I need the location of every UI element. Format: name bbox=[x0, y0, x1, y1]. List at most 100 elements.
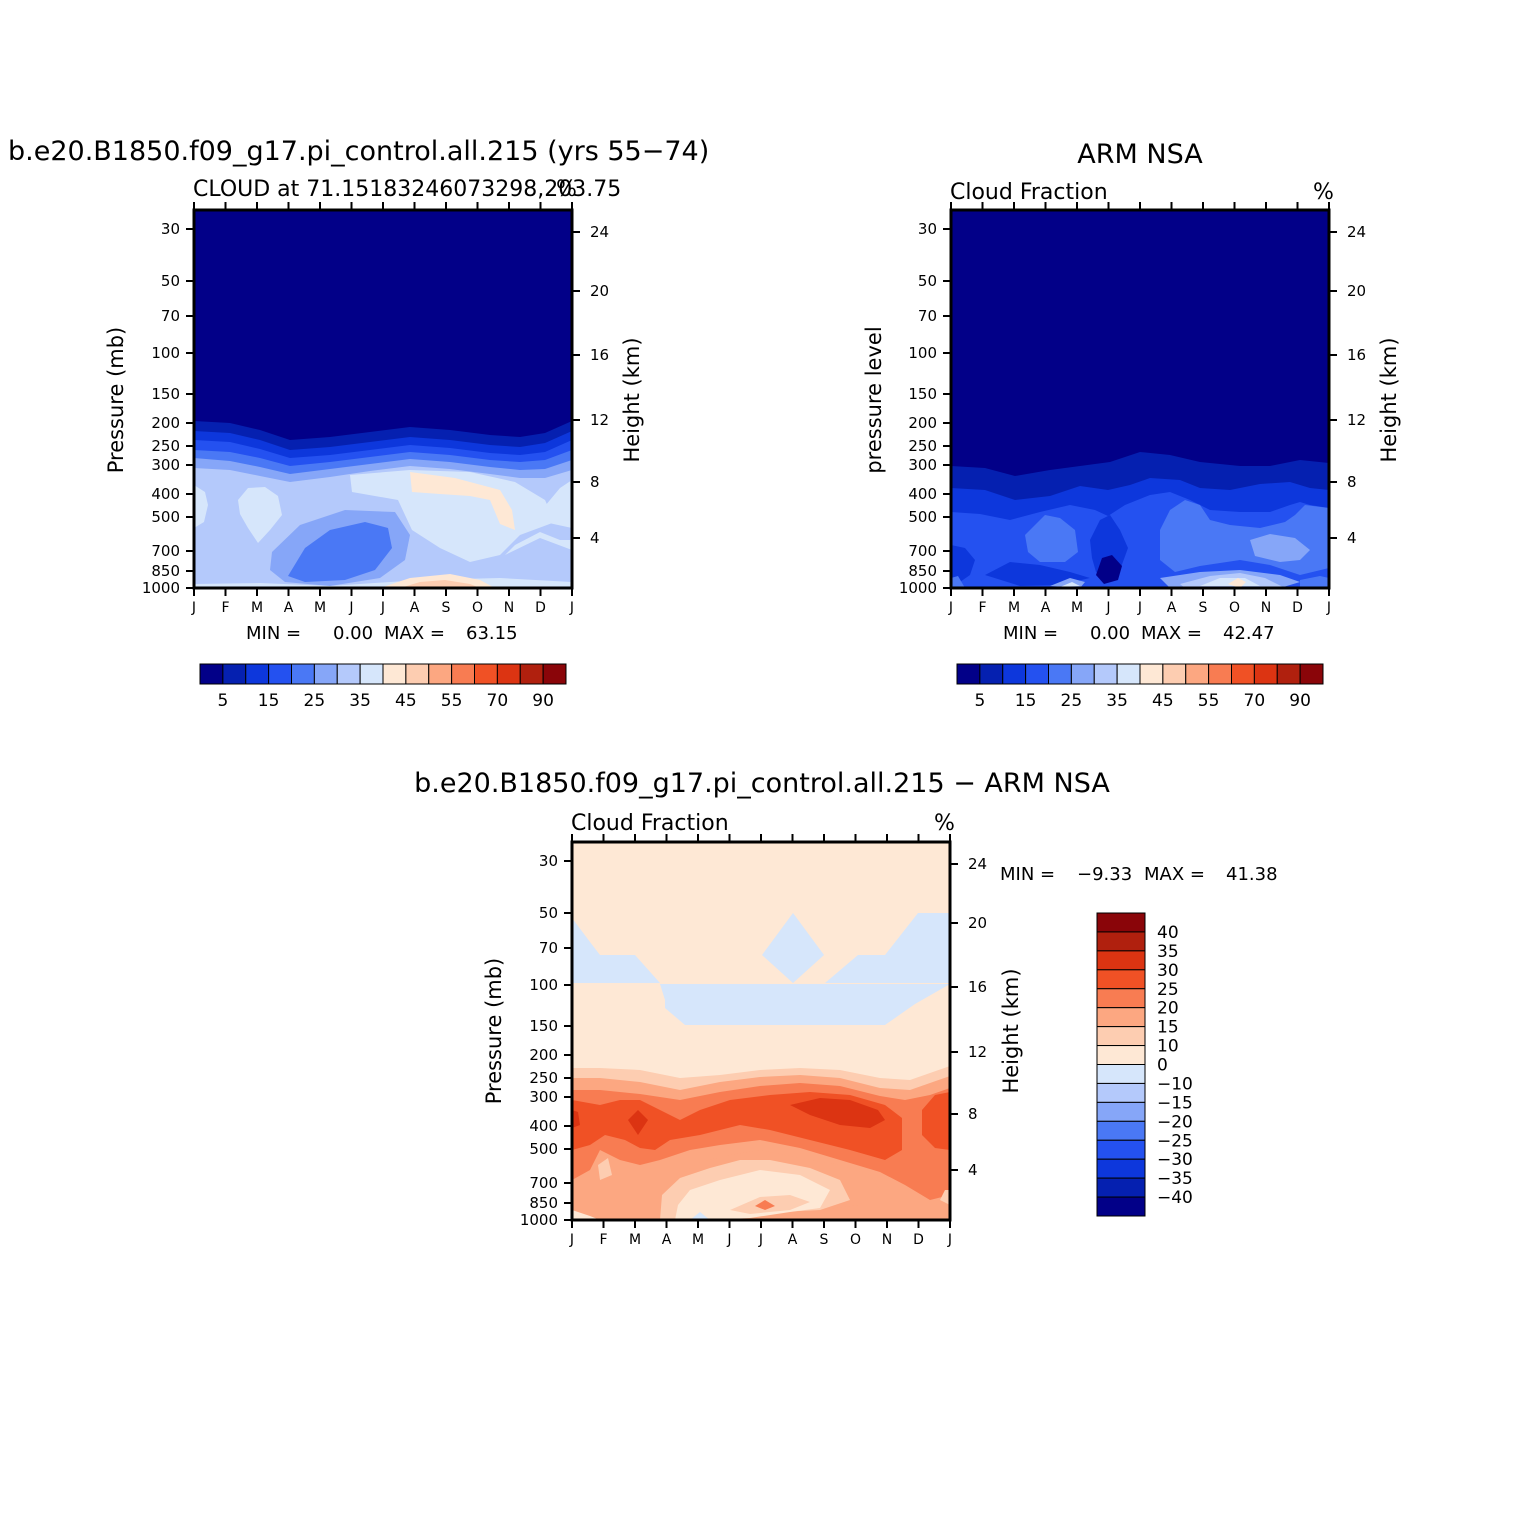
colorbar-box bbox=[1096, 1082, 1146, 1103]
colorbar-label: −25 bbox=[1157, 1131, 1193, 1151]
x-tick-label: J bbox=[380, 600, 385, 616]
x-tick-label: D bbox=[1292, 600, 1303, 616]
x-tick-label: M bbox=[1008, 600, 1020, 616]
y-tick-label: 300 bbox=[908, 456, 937, 474]
panel1-title: b.e20.B1850.f09_g17.pi_control.all.215 (… bbox=[8, 136, 709, 167]
y-tick-label: 70 bbox=[161, 307, 180, 325]
y-tick-label: 400 bbox=[529, 1117, 558, 1135]
panel3-title: b.e20.B1850.f09_g17.pi_control.all.215 −… bbox=[414, 768, 1110, 799]
panel1-contour-field bbox=[194, 210, 572, 588]
colorbar-box bbox=[1096, 1101, 1146, 1122]
colorbar-box bbox=[382, 663, 407, 685]
x-tick-label: S bbox=[1199, 600, 1208, 616]
panel2-max-label: MAX = bbox=[1141, 623, 1202, 644]
y-tick-label: 1000 bbox=[520, 1211, 558, 1229]
y-tick-label: 100 bbox=[151, 344, 180, 362]
colorbar-box bbox=[428, 663, 453, 685]
colorbar-box bbox=[222, 663, 247, 685]
colorbar-box bbox=[268, 663, 292, 685]
x-tick-label: J bbox=[1137, 600, 1142, 616]
colorbar-label: 35 bbox=[349, 691, 371, 711]
y-tick-label: 30 bbox=[161, 220, 180, 238]
colorbar-box bbox=[1096, 1196, 1146, 1217]
x-tick-label: D bbox=[913, 1232, 924, 1248]
y-tick-label: 150 bbox=[529, 1017, 558, 1035]
x-tick-label: A bbox=[1041, 600, 1051, 616]
panel2-min-label: MIN = bbox=[1003, 623, 1058, 644]
x-tick-label: S bbox=[820, 1232, 829, 1248]
y-tick-label: 850 bbox=[908, 562, 937, 580]
colorbar-box bbox=[405, 663, 430, 685]
height-tick-label: 12 bbox=[968, 1043, 987, 1061]
x-tick-label: F bbox=[221, 600, 229, 616]
colorbar-label: 15 bbox=[258, 691, 280, 711]
panel1-colorbar: 5 15 25 35 45 55 70 90 bbox=[199, 663, 567, 711]
height-tick-label: 20 bbox=[1347, 282, 1366, 300]
height-tick-label: 12 bbox=[1347, 411, 1366, 429]
panel2-ylabel-left: pressure level bbox=[862, 326, 886, 473]
colorbar-box bbox=[1276, 663, 1301, 685]
colorbar-box bbox=[1096, 988, 1146, 1009]
x-tick-label: J bbox=[348, 600, 353, 616]
height-tick-label: 12 bbox=[590, 411, 609, 429]
colorbar-label: −40 bbox=[1157, 1188, 1193, 1208]
colorbar-label: −15 bbox=[1157, 1093, 1193, 1113]
panel2-max-value: 42.47 bbox=[1223, 623, 1275, 644]
colorbar-box bbox=[1185, 663, 1210, 685]
colorbar-box bbox=[519, 663, 544, 685]
x-tick-label: J bbox=[569, 600, 574, 616]
x-tick-label: A bbox=[284, 600, 294, 616]
colorbar-label: 30 bbox=[1157, 961, 1179, 981]
x-tick-label: A bbox=[788, 1232, 798, 1248]
colorbar-label: 20 bbox=[1157, 999, 1179, 1019]
panel1-max-label: MAX = bbox=[384, 623, 445, 644]
colorbar-label: 15 bbox=[1015, 691, 1037, 711]
panel3-subtitle: Cloud Fraction bbox=[571, 811, 729, 836]
y-tick-label: 500 bbox=[151, 508, 180, 526]
x-tick-label: A bbox=[1167, 600, 1177, 616]
x-tick-label: J bbox=[569, 1232, 574, 1248]
y-tick-label: 400 bbox=[908, 485, 937, 503]
colorbar-box bbox=[1096, 1045, 1146, 1065]
colorbar-box bbox=[336, 663, 361, 685]
colorbar-label: −30 bbox=[1157, 1150, 1193, 1170]
panel3-ylabel-right: Height (km) bbox=[999, 968, 1023, 1093]
colorbar-label: −10 bbox=[1157, 1074, 1193, 1094]
colorbar-box bbox=[1162, 663, 1187, 685]
y-tick-label: 1000 bbox=[899, 579, 937, 597]
panel2-min-value: 0.00 bbox=[1090, 623, 1130, 644]
colorbar-box bbox=[1096, 912, 1146, 933]
x-tick-label: J bbox=[191, 600, 196, 616]
colorbar-label: −20 bbox=[1157, 1112, 1193, 1132]
y-tick-label: 300 bbox=[529, 1088, 558, 1106]
colorbar-box bbox=[1096, 1158, 1146, 1179]
colorbar-label: 45 bbox=[1152, 691, 1174, 711]
panel3-y-axis-right: 24 20 16 12 8 4 bbox=[950, 855, 987, 1179]
height-tick-label: 20 bbox=[968, 914, 987, 932]
colorbar-box bbox=[451, 663, 475, 685]
height-tick-label: 8 bbox=[590, 473, 600, 491]
panel2-y-axis-right: 24 20 16 12 8 4 bbox=[1329, 223, 1366, 547]
y-tick-label: 100 bbox=[908, 344, 937, 362]
height-tick-label: 24 bbox=[1347, 223, 1366, 241]
y-tick-label: 200 bbox=[529, 1046, 558, 1064]
colorbar-label: 25 bbox=[1061, 691, 1083, 711]
colorbar-box bbox=[1096, 969, 1146, 990]
colorbar-box bbox=[1070, 663, 1095, 685]
colorbar-box bbox=[1096, 1026, 1146, 1047]
y-tick-label: 200 bbox=[908, 414, 937, 432]
colorbar-box bbox=[1096, 1120, 1146, 1141]
y-tick-label: 700 bbox=[151, 542, 180, 560]
colorbar-box bbox=[1002, 663, 1027, 685]
colorbar-box bbox=[1093, 663, 1118, 685]
x-tick-label: A bbox=[662, 1232, 672, 1248]
height-tick-label: 16 bbox=[1347, 346, 1366, 364]
